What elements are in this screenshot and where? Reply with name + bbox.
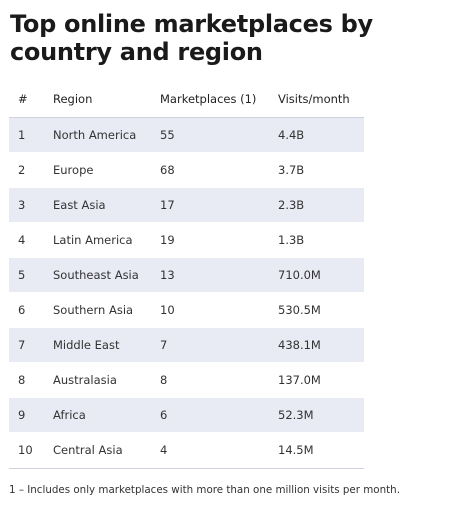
rank-cell: 6 xyxy=(18,303,26,317)
marketplaces-cell: 8 xyxy=(160,373,168,387)
visits-cell: 1.3B xyxy=(278,233,305,247)
visits-cell: 530.5M xyxy=(278,303,321,317)
header-marketplaces: Marketplaces (1) xyxy=(160,92,257,106)
region-cell: Africa xyxy=(53,408,86,422)
region-cell: North America xyxy=(53,128,137,142)
marketplaces-cell: 7 xyxy=(160,338,168,352)
marketplaces-cell: 6 xyxy=(160,408,168,422)
table-row: 10 Central Asia 4 14.5M xyxy=(9,433,364,468)
header-region: Region xyxy=(53,92,93,106)
table-row: 9 Africa 6 52.3M xyxy=(9,398,364,433)
rank-cell: 5 xyxy=(18,268,26,282)
rank-cell: 1 xyxy=(18,128,26,142)
header-visits: Visits/month xyxy=(278,92,350,106)
marketplaces-cell: 55 xyxy=(160,128,175,142)
visits-cell: 137.0M xyxy=(278,373,321,387)
visits-cell: 14.5M xyxy=(278,443,314,457)
marketplaces-cell: 68 xyxy=(160,163,175,177)
visits-cell: 710.0M xyxy=(278,268,321,282)
marketplaces-cell: 17 xyxy=(160,198,175,212)
marketplaces-cell: 13 xyxy=(160,268,175,282)
footnote: 1 – Includes only marketplaces with more… xyxy=(9,484,400,496)
visits-cell: 4.4B xyxy=(278,128,305,142)
rank-cell: 8 xyxy=(18,373,26,387)
table-row: 1 North America 55 4.4B xyxy=(9,118,364,153)
rank-cell: 4 xyxy=(18,233,26,247)
table-row: 8 Australasia 8 137.0M xyxy=(9,363,364,398)
visits-cell: 3.7B xyxy=(278,163,305,177)
region-cell: Central Asia xyxy=(53,443,123,457)
region-cell: Europe xyxy=(53,163,94,177)
table-row: 3 East Asia 17 2.3B xyxy=(9,188,364,223)
rank-cell: 3 xyxy=(18,198,26,212)
table-row: 6 Southern Asia 10 530.5M xyxy=(9,293,364,328)
rank-cell: 10 xyxy=(18,443,33,457)
marketplaces-cell: 4 xyxy=(160,443,168,457)
table-row: 5 Southeast Asia 13 710.0M xyxy=(9,258,364,293)
table-row: 2 Europe 68 3.7B xyxy=(9,153,364,188)
region-cell: Australasia xyxy=(53,373,117,387)
marketplaces-table: # Region Marketplaces (1) Visits/month 1… xyxy=(9,82,364,469)
region-cell: East Asia xyxy=(53,198,106,212)
visits-cell: 438.1M xyxy=(278,338,321,352)
marketplaces-cell: 10 xyxy=(160,303,175,317)
region-cell: Southern Asia xyxy=(53,303,134,317)
visits-cell: 2.3B xyxy=(278,198,305,212)
rank-cell: 7 xyxy=(18,338,26,352)
table-bottom-rule xyxy=(9,468,364,469)
rank-cell: 9 xyxy=(18,408,26,422)
region-cell: Southeast Asia xyxy=(53,268,139,282)
visits-cell: 52.3M xyxy=(278,408,314,422)
rank-cell: 2 xyxy=(18,163,26,177)
table-header-row: # Region Marketplaces (1) Visits/month xyxy=(9,82,364,117)
header-rank: # xyxy=(18,92,28,106)
table-row: 4 Latin America 19 1.3B xyxy=(9,223,364,258)
page-title: Top online marketplaces by country and r… xyxy=(10,10,373,66)
table-body: 1 North America 55 4.4B 2 Europe 68 3.7B… xyxy=(9,118,364,468)
header-divider xyxy=(9,117,364,118)
region-cell: Latin America xyxy=(53,233,133,247)
region-cell: Middle East xyxy=(53,338,120,352)
table-row: 7 Middle East 7 438.1M xyxy=(9,328,364,363)
marketplaces-cell: 19 xyxy=(160,233,175,247)
